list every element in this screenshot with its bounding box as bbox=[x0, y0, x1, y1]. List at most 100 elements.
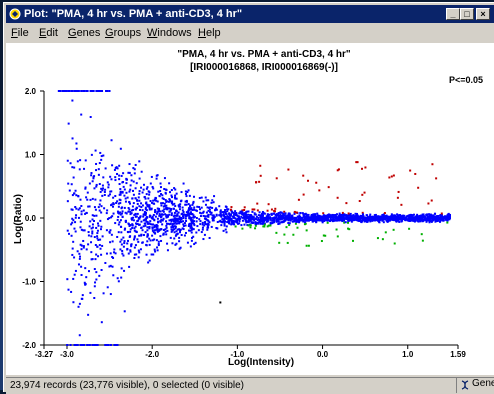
data-point bbox=[170, 196, 173, 199]
data-point bbox=[135, 231, 138, 234]
data-point bbox=[83, 167, 86, 170]
data-point bbox=[148, 193, 151, 196]
data-point bbox=[204, 203, 207, 206]
data-point bbox=[96, 237, 99, 240]
data-point bbox=[213, 216, 216, 219]
data-point bbox=[123, 242, 126, 245]
data-point bbox=[184, 224, 187, 227]
data-point bbox=[151, 227, 154, 230]
data-point bbox=[342, 219, 345, 222]
data-point bbox=[201, 221, 204, 224]
data-point bbox=[400, 215, 403, 218]
menu-file[interactable]: File bbox=[11, 27, 29, 39]
data-point bbox=[71, 221, 74, 224]
data-point bbox=[382, 218, 385, 221]
data-point bbox=[178, 218, 181, 221]
data-point bbox=[371, 219, 374, 222]
data-point bbox=[316, 212, 319, 215]
minimize-button[interactable]: _ bbox=[446, 8, 460, 20]
data-point bbox=[215, 207, 218, 210]
data-point bbox=[191, 220, 194, 223]
data-point bbox=[154, 211, 157, 214]
data-point bbox=[356, 212, 359, 215]
data-point bbox=[138, 199, 141, 202]
data-point bbox=[352, 239, 355, 242]
data-point bbox=[241, 213, 244, 216]
data-point bbox=[153, 238, 156, 241]
menu-genes[interactable]: Genes bbox=[68, 27, 101, 39]
data-point bbox=[421, 239, 424, 242]
data-point bbox=[117, 231, 120, 234]
y-tick-label: 0.0 bbox=[25, 214, 37, 223]
data-point bbox=[170, 194, 173, 197]
data-point bbox=[200, 231, 203, 234]
data-point bbox=[218, 205, 221, 208]
data-point bbox=[295, 218, 298, 221]
data-point bbox=[279, 218, 282, 221]
data-point bbox=[143, 212, 146, 215]
data-point bbox=[425, 217, 428, 220]
data-point bbox=[136, 202, 139, 205]
data-point bbox=[342, 215, 345, 218]
data-point bbox=[155, 199, 158, 202]
menu-groups[interactable]: Groups bbox=[105, 27, 142, 39]
menu-help[interactable]: Help bbox=[198, 27, 221, 39]
data-point bbox=[125, 182, 128, 185]
data-point bbox=[415, 216, 418, 219]
data-point bbox=[441, 216, 444, 219]
data-point bbox=[208, 208, 211, 211]
data-point bbox=[80, 248, 83, 251]
title-bar[interactable]: Plot: "PMA, 4 hr vs. PMA + anti-CD3, 4 h… bbox=[6, 5, 494, 23]
data-point bbox=[160, 193, 163, 196]
data-point bbox=[404, 219, 407, 222]
data-point bbox=[168, 219, 171, 222]
data-point bbox=[131, 205, 134, 208]
menu-edit[interactable]: Edit bbox=[39, 27, 58, 39]
maximize-button[interactable]: □ bbox=[460, 8, 474, 20]
data-point bbox=[431, 163, 434, 166]
data-point bbox=[212, 219, 215, 222]
data-point bbox=[346, 214, 349, 217]
data-point bbox=[289, 219, 292, 222]
data-point bbox=[398, 220, 401, 223]
data-point bbox=[228, 218, 231, 221]
data-point bbox=[146, 186, 149, 189]
scatter-plot[interactable]: "PMA, 4 hr vs. PMA + anti-CD3, 4 hr" [IR… bbox=[6, 43, 494, 375]
data-point bbox=[385, 217, 388, 220]
data-point bbox=[136, 238, 139, 241]
data-point bbox=[422, 219, 425, 222]
data-point bbox=[140, 186, 143, 189]
data-point bbox=[102, 292, 105, 295]
genes-button[interactable]: Genes bbox=[456, 378, 494, 393]
data-point bbox=[204, 222, 207, 225]
data-point bbox=[108, 90, 111, 92]
plot-area[interactable]: "PMA, 4 hr vs. PMA + anti-CD3, 4 hr" [IR… bbox=[6, 43, 494, 375]
data-point bbox=[410, 219, 413, 222]
data-point bbox=[239, 217, 242, 220]
data-point bbox=[321, 215, 324, 218]
data-point bbox=[226, 210, 229, 213]
data-point bbox=[185, 211, 188, 214]
data-point bbox=[111, 240, 114, 243]
data-point bbox=[148, 191, 151, 194]
data-point bbox=[352, 216, 355, 219]
data-point bbox=[270, 212, 273, 215]
close-button[interactable]: × bbox=[476, 8, 490, 20]
data-point bbox=[280, 221, 283, 224]
data-point bbox=[226, 220, 229, 223]
data-point bbox=[191, 212, 194, 215]
data-point bbox=[93, 206, 96, 209]
data-point bbox=[349, 214, 352, 217]
menu-windows[interactable]: Windows bbox=[147, 27, 192, 39]
data-point bbox=[87, 234, 90, 237]
data-point bbox=[190, 222, 193, 225]
data-point bbox=[89, 291, 92, 294]
data-point bbox=[427, 215, 430, 218]
data-point bbox=[339, 218, 342, 221]
data-point bbox=[155, 224, 158, 227]
data-point bbox=[160, 202, 163, 205]
data-point bbox=[180, 191, 183, 194]
data-point bbox=[193, 220, 196, 223]
data-point bbox=[188, 208, 191, 211]
data-point bbox=[103, 193, 106, 196]
